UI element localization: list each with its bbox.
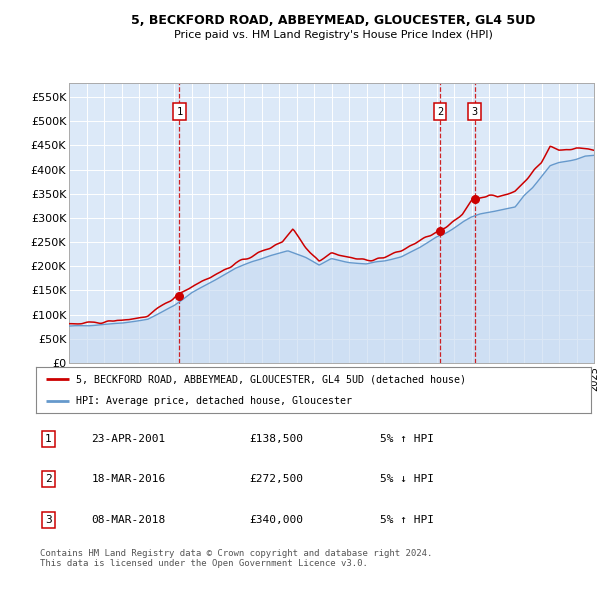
Text: 1: 1 bbox=[176, 107, 182, 117]
Text: 5, BECKFORD ROAD, ABBEYMEAD, GLOUCESTER, GL4 5UD (detached house): 5, BECKFORD ROAD, ABBEYMEAD, GLOUCESTER,… bbox=[76, 375, 466, 385]
Text: £138,500: £138,500 bbox=[250, 434, 304, 444]
Text: £340,000: £340,000 bbox=[250, 515, 304, 525]
Text: 08-MAR-2018: 08-MAR-2018 bbox=[92, 515, 166, 525]
Text: 5% ↓ HPI: 5% ↓ HPI bbox=[380, 474, 434, 484]
Text: 5, BECKFORD ROAD, ABBEYMEAD, GLOUCESTER, GL4 5UD: 5, BECKFORD ROAD, ABBEYMEAD, GLOUCESTER,… bbox=[131, 14, 535, 27]
Text: Contains HM Land Registry data © Crown copyright and database right 2024.
This d: Contains HM Land Registry data © Crown c… bbox=[40, 549, 433, 568]
Text: HPI: Average price, detached house, Gloucester: HPI: Average price, detached house, Glou… bbox=[76, 395, 352, 405]
Text: 3: 3 bbox=[472, 107, 478, 117]
Text: 1: 1 bbox=[45, 434, 52, 444]
Text: 23-APR-2001: 23-APR-2001 bbox=[92, 434, 166, 444]
Text: 3: 3 bbox=[45, 515, 52, 525]
Text: 18-MAR-2016: 18-MAR-2016 bbox=[92, 474, 166, 484]
Text: 5% ↑ HPI: 5% ↑ HPI bbox=[380, 434, 434, 444]
Text: 5% ↑ HPI: 5% ↑ HPI bbox=[380, 515, 434, 525]
Text: Price paid vs. HM Land Registry's House Price Index (HPI): Price paid vs. HM Land Registry's House … bbox=[173, 31, 493, 40]
Text: 2: 2 bbox=[437, 107, 443, 117]
Text: £272,500: £272,500 bbox=[250, 474, 304, 484]
Text: 2: 2 bbox=[45, 474, 52, 484]
